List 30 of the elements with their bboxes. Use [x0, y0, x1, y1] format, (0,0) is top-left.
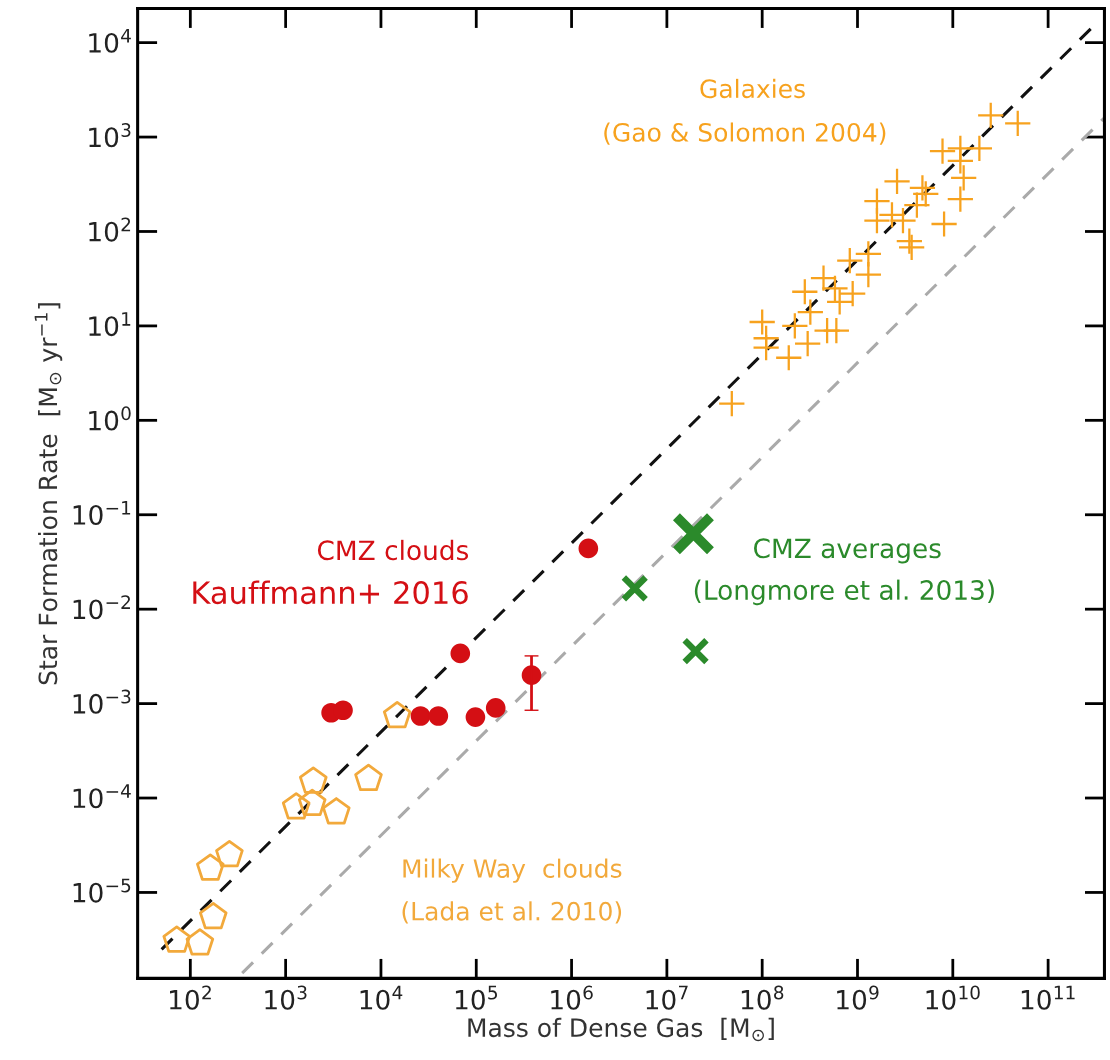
x-tick-label: 10$^{2}$: [170, 985, 211, 1010]
annotation: Galaxies: [700, 78, 805, 99]
annotation: (Lada et al. 2010): [402, 901, 622, 924]
y-axis-title: Star Formation Rate [M$_{⊙}$ yr$^{−1}$]: [34, 303, 63, 685]
x-tick-label: 10$^{6}$: [551, 985, 593, 1010]
annotation: Milky Way clouds: [403, 858, 622, 883]
y-tick-label: 10$^{4}$: [89, 28, 131, 53]
x-tick-label: 10$^{9}$: [837, 985, 879, 1010]
y-tick-label: 10$^{3}$: [89, 123, 131, 148]
x-tick-label: 10$^{5}$: [455, 985, 498, 1010]
x-axis-title: Mass of Dense Gas [M$_{⊙}$]: [468, 1017, 774, 1042]
y-tick-label: 10$^{0}$: [89, 406, 131, 431]
y-tick-label: 10$^{1}$: [89, 312, 131, 337]
y-tick-label: 10$^{−2}$: [73, 595, 130, 620]
x-tick-label: 10$^{11}$: [1021, 985, 1075, 1010]
annotation: (Gao & Solomon 2004): [604, 122, 886, 145]
x-tick-label: 10$^{10}$: [926, 985, 980, 1010]
y-tick-label: 10$^{2}$: [89, 217, 131, 242]
x-tick-label: 10$^{4}$: [360, 985, 403, 1010]
y-tick-label: 10$^{−1}$: [73, 501, 131, 525]
x-tick-label: 10$^{7}$: [646, 985, 688, 1010]
x-tick-label: 10$^{3}$: [265, 985, 307, 1010]
annotation: CMZ clouds: [317, 539, 469, 561]
y-tick-label: 10$^{−4}$: [73, 784, 131, 809]
annotation: (Longmore et al. 2013): [694, 579, 994, 606]
y-tick-label: 10$^{−5}$: [73, 878, 131, 903]
x-tick-label: 10$^{8}$: [741, 985, 784, 1010]
annotation: Kauffmann+ 2016: [193, 580, 468, 605]
y-tick-label: 10$^{−3}$: [73, 689, 131, 714]
annotation: CMZ averages: [754, 538, 941, 564]
